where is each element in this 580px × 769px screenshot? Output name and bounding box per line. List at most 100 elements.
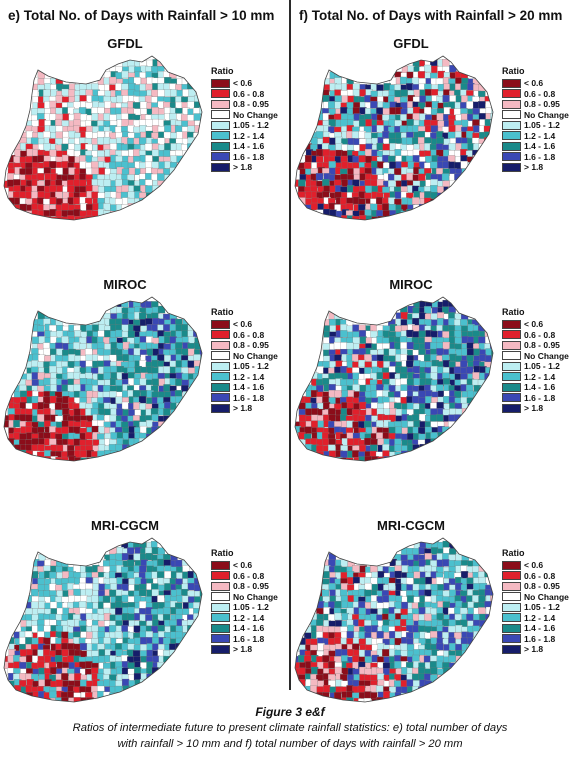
legend-item: 1.4 - 1.6 <box>502 623 580 634</box>
map-district <box>454 414 462 422</box>
map-district <box>400 89 408 97</box>
map-district <box>176 572 184 580</box>
map-district <box>334 366 342 374</box>
legend-swatch <box>211 361 230 371</box>
map-district <box>340 324 348 332</box>
map-district <box>388 385 396 393</box>
map-district <box>115 179 123 187</box>
map-district <box>424 203 432 211</box>
legend-swatch <box>502 351 521 361</box>
map-district <box>424 613 432 621</box>
map-district <box>447 131 456 140</box>
map-district <box>436 143 444 151</box>
map-district <box>127 571 135 579</box>
map-district <box>329 318 337 327</box>
map-district <box>55 565 64 574</box>
map-district <box>115 607 123 615</box>
map-district <box>376 125 384 133</box>
map-district <box>418 397 426 405</box>
legend-swatch <box>502 560 521 570</box>
legend-title: Ratio <box>211 66 234 76</box>
legend-swatch <box>502 141 521 151</box>
column-e: e) Total No. of Days with Rainfall > 10 … <box>0 0 291 703</box>
legend-item: > 1.8 <box>211 644 291 655</box>
map-district <box>132 650 141 658</box>
choropleth-map <box>294 537 494 703</box>
map-district <box>478 336 486 344</box>
map-district <box>298 179 306 187</box>
legend-swatch <box>502 89 521 99</box>
map-district <box>74 457 82 461</box>
map-district <box>188 88 196 97</box>
legend-label: 1.05 - 1.2 <box>233 602 269 613</box>
map-district <box>199 349 202 357</box>
map-district <box>316 445 324 453</box>
map-district <box>322 343 331 351</box>
map-district <box>110 365 118 374</box>
map-district <box>91 624 99 633</box>
map-district <box>139 644 148 652</box>
map-district <box>49 149 57 157</box>
model-title: GFDL <box>393 36 429 51</box>
map-district <box>424 306 432 314</box>
map-district <box>399 643 408 651</box>
map-district <box>109 161 117 170</box>
map-district <box>334 612 342 621</box>
map-district <box>163 131 172 140</box>
legend-label: 1.6 - 1.8 <box>233 633 265 644</box>
legend-label: 1.2 - 1.4 <box>524 371 556 382</box>
legend-label: 1.2 - 1.4 <box>524 130 556 141</box>
map-district <box>436 113 444 121</box>
legend-label: No Change <box>524 350 569 361</box>
map-district <box>461 408 470 416</box>
map-district <box>90 408 99 416</box>
map-district <box>406 577 414 586</box>
map-district <box>376 697 384 702</box>
map-district <box>37 354 46 362</box>
map-district <box>400 311 408 320</box>
legend-swatch <box>211 393 230 403</box>
map-district <box>376 420 384 428</box>
legend-label: 1.4 - 1.6 <box>524 382 556 393</box>
legend-swatch <box>211 592 230 602</box>
map-district <box>460 173 469 181</box>
map-district <box>388 204 396 212</box>
legend-item: 1.05 - 1.2 <box>502 361 580 372</box>
map-district <box>358 607 366 616</box>
map-district <box>145 614 153 622</box>
map-district <box>340 450 348 459</box>
map-district <box>152 118 160 127</box>
map-district <box>430 674 438 682</box>
map-district <box>406 329 414 338</box>
map-district <box>116 408 124 417</box>
map-district <box>4 661 9 669</box>
map-district <box>43 625 51 633</box>
legend-item: > 1.8 <box>502 403 580 414</box>
map-district <box>466 613 474 622</box>
map-district <box>157 547 166 555</box>
legend-item: No Change <box>502 351 580 362</box>
map-districts <box>295 299 493 461</box>
map-district <box>181 373 189 381</box>
map-district <box>180 114 189 122</box>
legend-swatch <box>211 131 230 141</box>
map-district <box>352 107 361 115</box>
map-district <box>4 420 9 428</box>
legend-label: 0.8 - 0.95 <box>524 340 560 351</box>
map-district <box>327 637 336 646</box>
map-district <box>316 366 324 374</box>
map-district <box>430 161 438 169</box>
map-district <box>430 342 438 350</box>
map-district <box>31 191 39 199</box>
map-district <box>334 666 343 675</box>
map-district <box>86 602 94 610</box>
map-district <box>347 95 355 103</box>
map-district <box>412 654 420 663</box>
map-district <box>436 384 444 392</box>
legend-label: 1.2 - 1.4 <box>233 612 265 623</box>
map-district <box>164 583 172 591</box>
legend-label: > 1.8 <box>233 403 253 414</box>
map-district <box>157 426 165 434</box>
map-district <box>389 161 397 169</box>
legend-swatch <box>502 613 521 623</box>
